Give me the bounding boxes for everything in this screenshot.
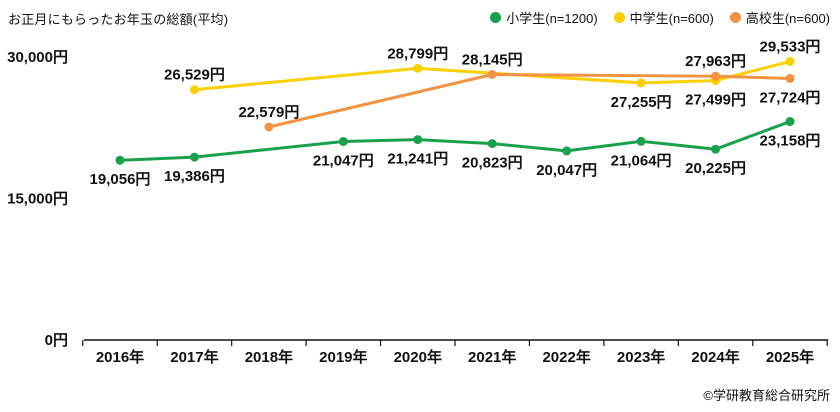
data-point	[487, 139, 497, 149]
data-point	[115, 155, 125, 165]
x-tick-label: 2017年	[170, 348, 218, 366]
data-point	[711, 144, 721, 154]
copyright: ©学研教育総合研究所	[703, 388, 830, 403]
x-tick-label: 2020年	[394, 348, 442, 366]
x-tick-label: 2016年	[96, 348, 144, 366]
legend-item-2: 高校生(n=600)	[729, 8, 830, 27]
chart-title: お正月にもらったお年玉の総額(平均)	[8, 12, 229, 27]
value-label: 19,056円	[90, 171, 151, 188]
x-tick-label: 2023年	[617, 348, 665, 366]
value-label: 20,047円	[536, 162, 597, 179]
legend-marker-icon	[613, 12, 625, 23]
series-line-2	[267, 72, 792, 129]
value-label: 21,064円	[611, 152, 672, 169]
legend-marker-icon	[729, 12, 741, 23]
value-label: 20,823円	[462, 155, 523, 172]
data-point	[785, 73, 795, 83]
legend-label: 高校生(n=600)	[745, 11, 830, 26]
legend-label: 小学生(n=1200)	[506, 11, 598, 26]
value-label: 27,963円	[685, 53, 746, 70]
value-label: 22,579円	[238, 104, 299, 121]
y-tick-label: 30,000円	[7, 49, 68, 66]
data-point	[189, 152, 199, 162]
x-tick-label: 2025年	[766, 348, 814, 366]
value-label: 28,799円	[387, 45, 448, 62]
value-label: 27,255円	[611, 94, 672, 111]
data-point	[785, 117, 795, 127]
y-tick-label: 15,000円	[7, 191, 68, 208]
legend-item-1: 中学生(n=600)	[613, 8, 714, 27]
value-label: 23,158円	[760, 133, 821, 150]
data-point	[338, 136, 348, 146]
value-label: 27,499円	[685, 92, 746, 109]
x-tick-label: 2024年	[691, 348, 739, 366]
x-tick-label: 2021年	[468, 348, 516, 366]
x-tick-label: 2019年	[319, 348, 367, 366]
data-point	[487, 69, 497, 79]
value-label: 28,145円	[462, 51, 523, 68]
legend-label: 中学生(n=600)	[629, 11, 714, 26]
legend-item-0: 小学生(n=1200)	[490, 8, 598, 27]
data-point	[636, 78, 646, 88]
value-label: 21,047円	[313, 152, 374, 169]
x-tick-label: 2022年	[542, 348, 590, 366]
data-point	[413, 63, 423, 73]
data-point	[264, 122, 274, 132]
value-label: 29,533円	[760, 38, 821, 55]
x-tick-label: 2018年	[245, 348, 293, 366]
series-line-0	[118, 120, 792, 162]
value-label: 19,386円	[164, 168, 225, 185]
legend-marker-icon	[490, 12, 502, 23]
value-label: 27,724円	[760, 89, 821, 106]
value-label: 21,241円	[387, 151, 448, 168]
data-point	[562, 146, 572, 156]
y-tick-label: 0円	[45, 332, 68, 349]
data-point	[413, 135, 423, 145]
data-point	[785, 56, 795, 66]
data-point	[189, 85, 199, 95]
legend: 小学生(n=1200) 中学生(n=600) 高校生(n=600)	[490, 8, 830, 27]
data-point	[636, 136, 646, 146]
data-point	[711, 71, 721, 81]
value-label: 26,529円	[164, 67, 225, 84]
value-label: 20,225円	[685, 160, 746, 177]
